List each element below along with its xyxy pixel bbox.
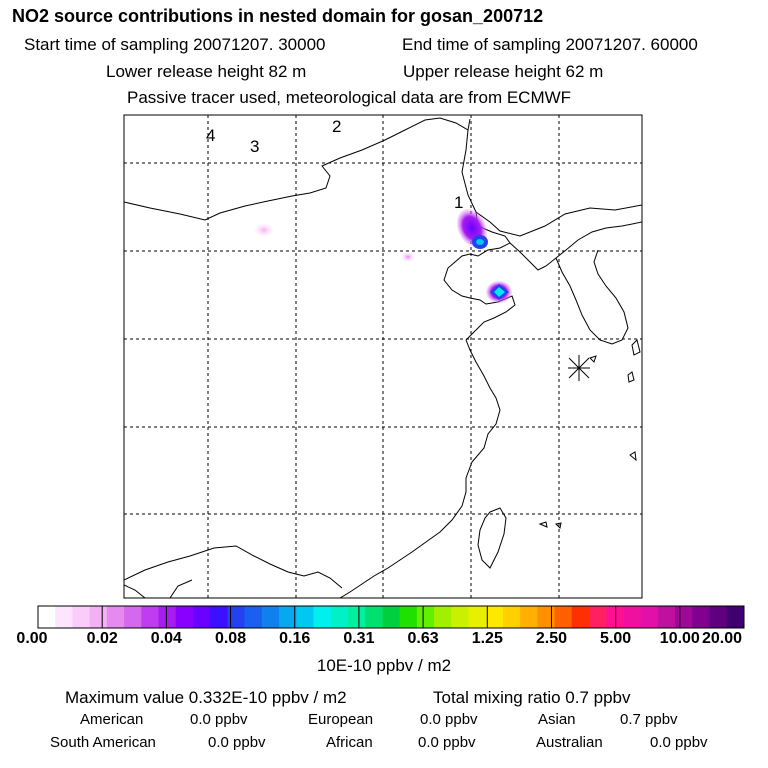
colorbar-swatch <box>347 606 366 628</box>
colorbar-swatch <box>434 606 452 628</box>
start-time: Start time of sampling 20071207. 30000 <box>24 35 326 54</box>
colorbar-swatch <box>313 606 332 628</box>
colorbar-swatch <box>141 606 160 628</box>
plume-small <box>401 252 415 262</box>
trajectory-label-3: 3 <box>250 137 259 156</box>
region-value: 0.0 ppbv <box>208 734 266 751</box>
colorbar-swatch <box>210 606 228 628</box>
colorbar-tick-label: 0.04 <box>150 630 182 647</box>
region-value: 0.0 ppbv <box>650 734 708 751</box>
receptor-marker-icon <box>568 355 590 381</box>
region-value: 0.0 ppbv <box>190 711 248 728</box>
trajectory-label-4: 4 <box>206 126 215 145</box>
colorbar-swatch <box>227 606 246 628</box>
colorbar-swatch <box>606 606 624 628</box>
colorbar-swatch <box>72 606 91 628</box>
colorbar-unit: 10E-10 ppbv / m2 <box>316 656 452 675</box>
colorbar-swatch <box>279 606 297 628</box>
colorbar-swatch <box>175 606 194 628</box>
graticule <box>124 115 642 598</box>
colorbar-swatch <box>692 606 711 628</box>
colorbar-swatch <box>589 606 607 628</box>
colorbar-swatch <box>623 606 642 628</box>
colorbar-swatch <box>261 606 280 628</box>
plume-faint-west <box>254 223 274 237</box>
region-name: European <box>308 711 374 728</box>
lower-release-height: Lower release height 82 m <box>106 62 307 81</box>
colorbar-swatch <box>520 606 538 628</box>
colorbar-swatch <box>451 606 469 628</box>
colorbar-swatch <box>382 606 401 628</box>
colorbar-swatch <box>365 606 383 628</box>
region-value: 0.7 ppbv <box>620 711 678 728</box>
colorbar-swatch <box>675 606 693 628</box>
plume-beijing-peak <box>476 239 484 245</box>
colorbar-swatch <box>485 606 504 628</box>
region-value: 0.0 ppbv <box>418 734 476 751</box>
tracer-note: Passive tracer used, meteorological data… <box>127 88 572 107</box>
colorbar-swatch <box>89 606 108 628</box>
colorbar-swatch <box>296 606 315 628</box>
colorbar-swatch <box>554 606 573 628</box>
colorbar-swatch <box>330 606 349 628</box>
colorbar-swatch <box>726 606 745 628</box>
colorbar-tick-label: 20.00 <box>701 630 743 647</box>
colorbar-swatch <box>38 606 56 628</box>
trajectory-label-2: 2 <box>332 117 341 136</box>
colorbar-swatch <box>192 606 211 628</box>
colorbar-swatch <box>502 606 521 628</box>
region-name: Asian <box>538 711 576 728</box>
colorbar-tick-label: 0.16 <box>279 630 311 647</box>
colorbar-swatch <box>640 606 659 628</box>
colorbar-tick-label: 0.02 <box>86 630 118 647</box>
page-title: NO2 source contributions in nested domai… <box>12 6 544 26</box>
colorbar <box>37 606 745 628</box>
colorbar-tick-label: 1.25 <box>471 630 503 647</box>
colorbar-swatch <box>106 606 125 628</box>
colorbar-tick-label: 5.00 <box>600 630 632 647</box>
map-content: 1 2 3 4 <box>124 115 642 598</box>
colorbar-tick-label: 0.08 <box>214 630 247 647</box>
region-name: African <box>326 734 373 751</box>
colorbar-swatch <box>399 606 418 628</box>
colorbar-tick-label: 0.63 <box>407 630 439 647</box>
colorbar-swatch <box>416 606 435 628</box>
colorbar-frame <box>37 605 745 629</box>
region-name: American <box>80 711 144 728</box>
colorbar-tick-label: 10.00 <box>659 630 700 647</box>
colorbar-swatch <box>657 606 676 628</box>
region-name: South American <box>50 734 156 751</box>
colorbar-tick-label: 0.00 <box>16 630 48 647</box>
total-mixing-ratio: Total mixing ratio 0.7 ppbv <box>433 688 631 707</box>
region-name: Australian <box>536 734 603 751</box>
end-time: End time of sampling 20071207. 60000 <box>402 35 698 54</box>
colorbar-tick-label: 2.50 <box>535 630 568 647</box>
trajectory-label-1: 1 <box>454 193 463 212</box>
colorbar-swatch <box>468 606 487 628</box>
max-value: Maximum value 0.332E-10 ppbv / m2 <box>65 688 347 707</box>
colorbar-swatch <box>158 606 177 628</box>
upper-release-height: Upper release height 62 m <box>403 62 604 81</box>
colorbar-tick-label: 0.31 <box>343 630 375 647</box>
concentration-field <box>254 208 512 303</box>
coastlines <box>124 117 642 598</box>
region-value: 0.0 ppbv <box>420 711 478 728</box>
colorbar-swatch <box>124 606 142 628</box>
plume-shandong-peak <box>494 287 505 297</box>
colorbar-swatch <box>55 606 73 628</box>
colorbar-swatch <box>709 606 728 628</box>
colorbar-swatch <box>537 606 556 628</box>
colorbar-swatch <box>571 606 590 628</box>
colorbar-swatch <box>244 606 263 628</box>
